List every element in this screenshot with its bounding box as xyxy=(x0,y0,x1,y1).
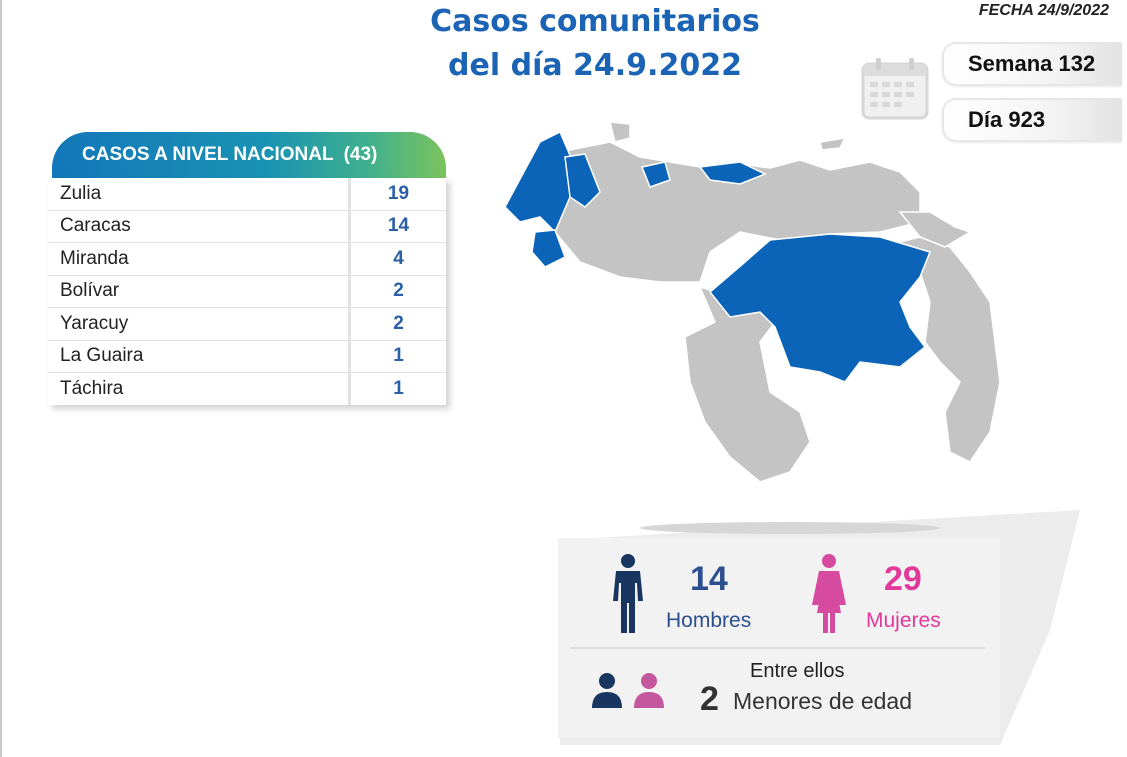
venezuela-map xyxy=(504,121,1001,483)
table-row: Bolívar 2 xyxy=(48,274,446,307)
title-line-2: del día 24.9.2022 xyxy=(448,48,742,83)
card-divider xyxy=(570,647,985,649)
state-name: Caracas xyxy=(48,210,351,242)
week-badge: Semana 132 xyxy=(942,42,1122,86)
map-region-east xyxy=(898,236,1001,463)
state-cases: 14 xyxy=(387,215,410,237)
state-name: Táchira xyxy=(48,373,351,405)
table-row: Zulia 19 xyxy=(48,178,446,210)
state-cases: 2 xyxy=(393,280,404,302)
table-row: La Guaira 1 xyxy=(48,339,446,372)
state-cases: 1 xyxy=(393,345,404,367)
page-title: Casos comunitarios del día 24.9.2022 xyxy=(400,0,790,88)
table-row: Miranda 4 xyxy=(48,242,446,275)
table-total: (43) xyxy=(343,144,378,165)
man-icon xyxy=(613,554,643,633)
state-cases: 1 xyxy=(393,377,404,399)
map-state-bolivar xyxy=(708,233,932,383)
state-name: Yaracuy xyxy=(48,308,351,340)
table-body: Zulia 19 Caracas 14 Miranda 4 Bolívar 2 … xyxy=(48,178,446,405)
map-state-tachira xyxy=(531,229,566,268)
among-label: Entre ellos xyxy=(750,660,845,682)
table-header: CASOS A NIVEL NACIONAL (43) xyxy=(52,132,446,178)
table-row: Táchira 1 xyxy=(48,372,446,405)
left-border xyxy=(0,0,2,757)
state-cases: 19 xyxy=(387,182,410,204)
state-name: Miranda xyxy=(48,243,351,275)
map-state-miranda xyxy=(698,161,767,185)
map-state-yaracuy xyxy=(640,161,671,188)
map-island xyxy=(819,137,847,151)
state-name: La Guaira xyxy=(48,340,351,372)
girl-icon xyxy=(634,673,664,708)
boy-icon xyxy=(592,673,622,708)
women-label: Mujeres xyxy=(866,609,941,632)
minors-label: Menores de edad xyxy=(733,688,913,714)
woman-icon xyxy=(812,554,846,633)
state-name: Zulia xyxy=(48,178,351,210)
day-badge: Día 923 xyxy=(942,98,1122,142)
state-name: Bolívar xyxy=(48,275,351,307)
men-count: 14 xyxy=(690,560,728,598)
minors-count: 2 xyxy=(700,680,719,718)
map-region-peninsula xyxy=(609,121,631,143)
men-label: Hombres xyxy=(666,609,752,632)
state-cases: 4 xyxy=(393,247,404,269)
date-label: FECHA 24/9/2022 xyxy=(978,2,1109,19)
table-title: CASOS A NIVEL NACIONAL xyxy=(82,144,334,165)
cases-table: CASOS A NIVEL NACIONAL (43) Zulia 19 Car… xyxy=(48,132,446,405)
state-cases: 2 xyxy=(393,312,404,334)
table-row: Yaracuy 2 xyxy=(48,307,446,340)
women-count: 29 xyxy=(884,560,922,598)
map-region-south xyxy=(684,285,811,483)
map-state-falcon-west xyxy=(564,153,601,208)
table-row: Caracas 14 xyxy=(48,209,446,242)
calendar-icon xyxy=(861,58,929,120)
map-region-delta xyxy=(898,211,972,248)
title-line-1: Casos comunitarios xyxy=(430,4,760,39)
